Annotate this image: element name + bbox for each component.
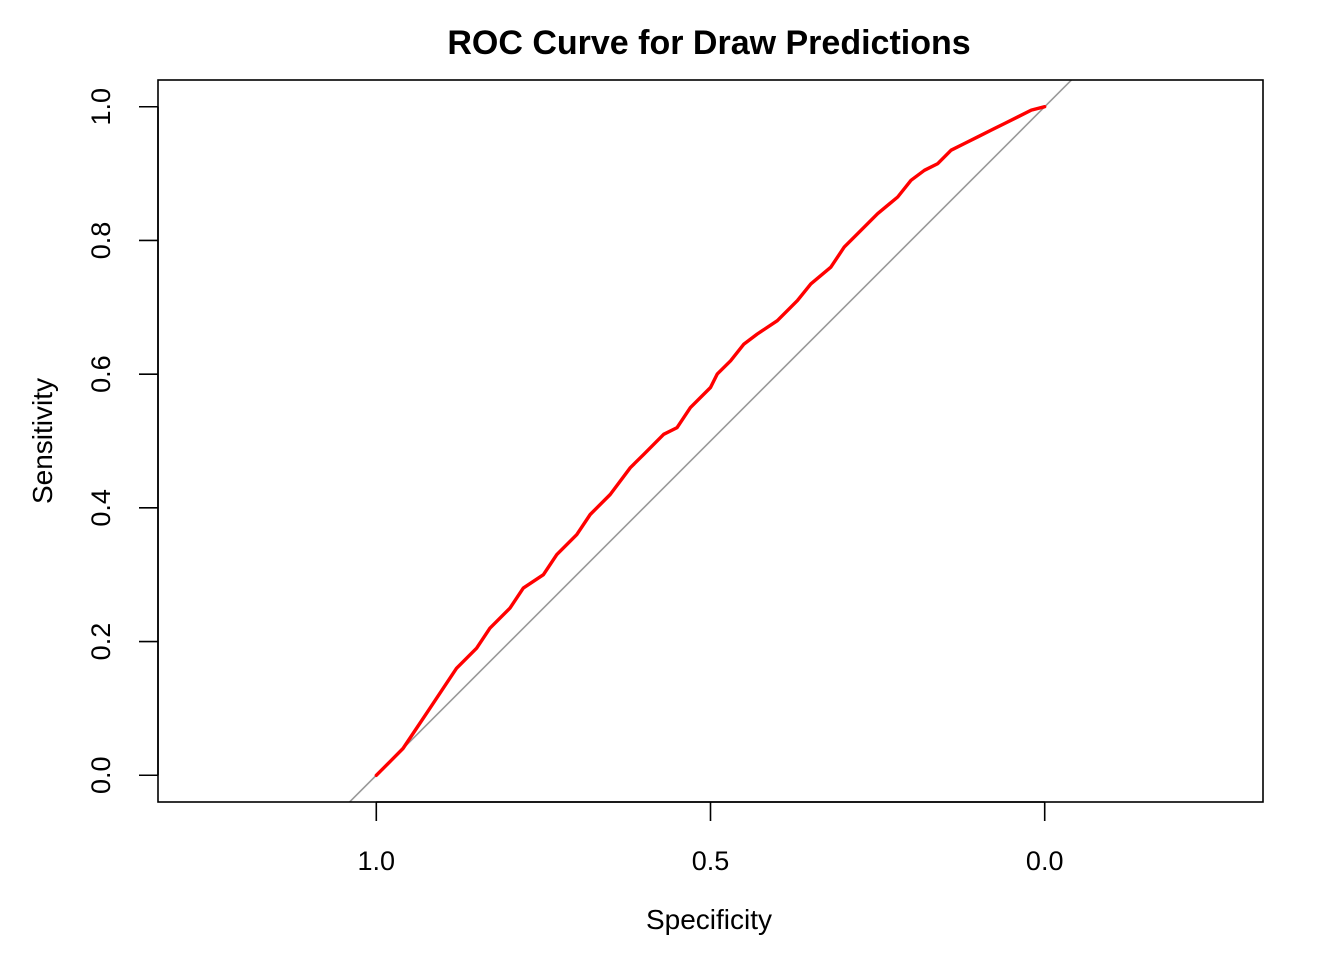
x-axis: 1.0 0.5 0.0 (358, 801, 1064, 876)
x-tick-label: 0.0 (1026, 846, 1064, 876)
y-tick-label: 0.0 (86, 756, 116, 794)
y-tick-label: 1.0 (86, 88, 116, 126)
x-tick-label: 1.0 (358, 846, 396, 876)
y-axis: 0.0 0.2 0.4 0.6 0.8 1.0 (86, 88, 159, 794)
y-axis-label: Sensitivity (27, 378, 58, 504)
reference-diagonal-line (348, 80, 1073, 802)
y-tick-label: 0.2 (86, 623, 116, 661)
roc-curve-line (374, 104, 1047, 777)
x-tick-label: 0.5 (692, 846, 730, 876)
chart-title: ROC Curve for Draw Predictions (447, 24, 970, 62)
x-axis-label: Specificity (646, 904, 772, 935)
y-tick-label: 0.6 (86, 355, 116, 393)
y-tick-label: 0.8 (86, 222, 116, 260)
y-tick-label: 0.4 (86, 489, 116, 527)
